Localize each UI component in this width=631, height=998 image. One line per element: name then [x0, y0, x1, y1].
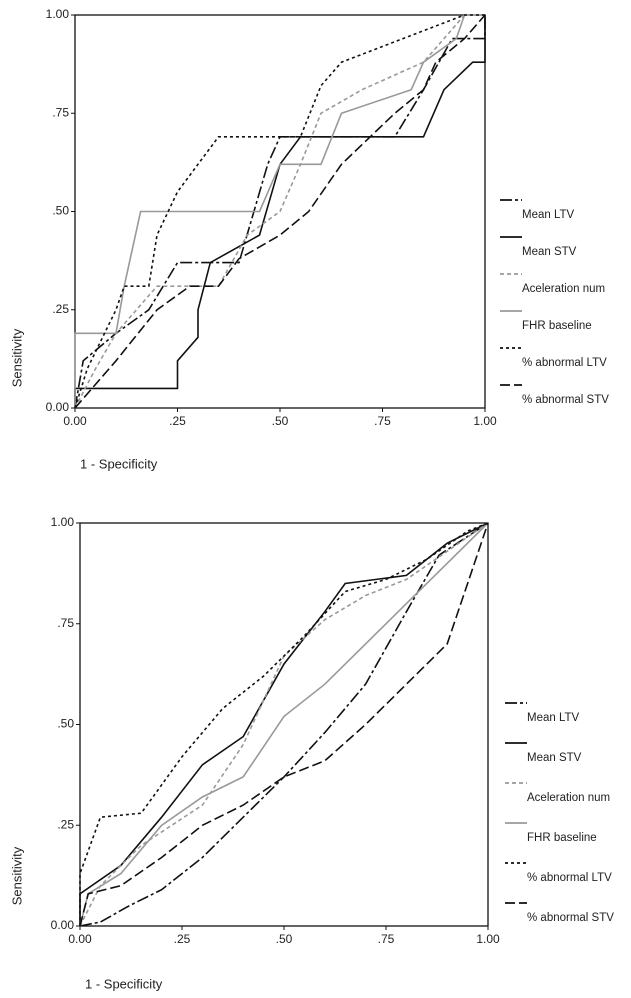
y-tick-label: .75: [52, 105, 69, 119]
legend-label: Aceleration num: [527, 792, 610, 804]
y-tick-label: .25: [52, 302, 69, 316]
x-tick-label: 0.00: [63, 414, 87, 428]
y-tick-label: 0.00: [46, 400, 70, 414]
legend-label: Mean LTV: [527, 712, 580, 724]
x-tick-label: .25: [169, 414, 186, 428]
legend-label: Mean STV: [522, 246, 577, 258]
legend-label: % abnormal STV: [527, 912, 614, 924]
x-tick-label: .50: [276, 932, 293, 946]
roc-curve: [74, 14, 486, 409]
legend-label: Mean LTV: [522, 209, 575, 221]
y-tick-label: .75: [57, 616, 74, 630]
legend-label: Aceleration num: [522, 283, 605, 295]
x-tick-label: 1.00: [476, 932, 500, 946]
roc-curve: [79, 522, 489, 927]
roc-curve: [74, 14, 485, 408]
x-axis-label: 1 - Specificity: [85, 976, 163, 991]
roc-curve: [79, 522, 489, 926]
y-axis-label: Sensitivity: [9, 328, 24, 387]
x-axis-label: 1 - Specificity: [80, 456, 158, 471]
roc-curve: [79, 522, 489, 927]
legend-label: Mean STV: [527, 752, 582, 764]
legend-label: % abnormal STV: [522, 394, 609, 406]
legend-label: % abnormal LTV: [527, 872, 612, 884]
y-tick-label: 0.00: [51, 918, 75, 932]
roc-curve: [79, 522, 489, 927]
y-tick-label: .50: [57, 717, 74, 731]
x-tick-label: .75: [378, 932, 395, 946]
x-tick-label: .50: [272, 414, 289, 428]
y-tick-label: .25: [57, 817, 74, 831]
y-tick-label: 1.00: [46, 7, 70, 21]
x-tick-label: .75: [374, 414, 391, 428]
x-tick-label: 1.00: [473, 414, 497, 428]
roc-curve: [74, 15, 486, 408]
y-tick-label: .50: [52, 204, 69, 218]
x-tick-label: 0.00: [68, 932, 92, 946]
legend-label: FHR baseline: [522, 320, 592, 332]
y-tick-label: 1.00: [51, 515, 75, 529]
legend-label: % abnormal LTV: [522, 357, 607, 369]
legend-label: FHR baseline: [527, 832, 597, 844]
roc-curve: [74, 14, 485, 409]
roc-curve: [74, 14, 485, 409]
x-tick-label: .25: [174, 932, 191, 946]
y-axis-label: Sensitivity: [9, 846, 24, 905]
